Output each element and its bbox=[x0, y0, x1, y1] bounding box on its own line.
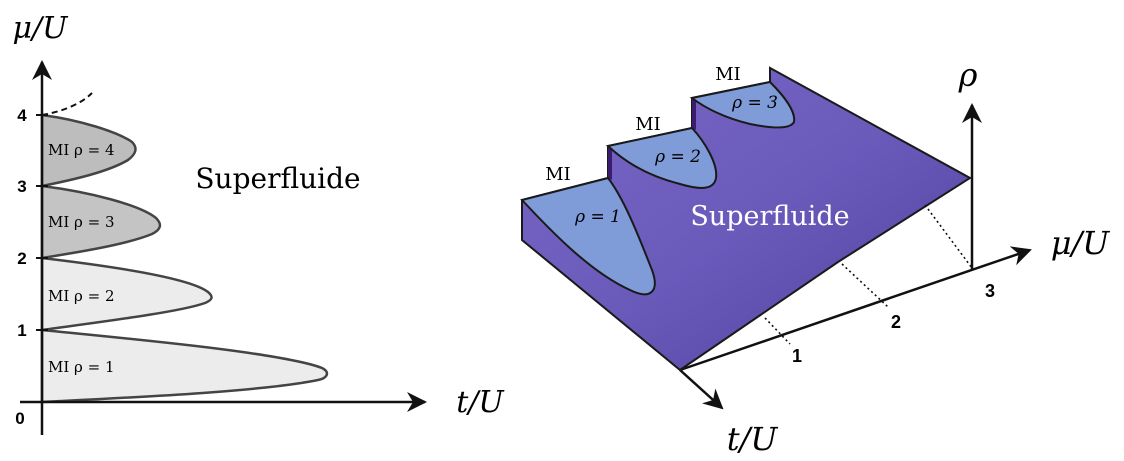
left-phase-diagram: 0 1 2 3 4 μ/U t/U MI ρ = 1 MI ρ = 2 MI ρ… bbox=[13, 11, 505, 435]
mu-tick-3: 3 bbox=[985, 281, 995, 301]
rho-label-2: ρ = 2 bbox=[654, 147, 701, 167]
mu-tick-1: 1 bbox=[792, 346, 802, 366]
mu-tick-2: 2 bbox=[891, 312, 901, 332]
right-superfluid-label: Superfluide bbox=[690, 201, 849, 232]
lobe-label-3: MI ρ = 3 bbox=[48, 213, 115, 231]
plateau-rho-1 bbox=[520, 176, 656, 296]
tick-label-4: 4 bbox=[17, 106, 27, 125]
t-axis-3d bbox=[679, 369, 724, 410]
mott-lobe-2 bbox=[40, 256, 213, 332]
mott-lobe-1 bbox=[40, 328, 329, 404]
mi-label-1: MI bbox=[545, 164, 571, 185]
rho-axis-label: ρ bbox=[958, 56, 978, 94]
left-x-axis-label: t/U bbox=[456, 385, 505, 420]
mu-tick-marks bbox=[36, 114, 48, 331]
lobe-label-1: MI ρ = 1 bbox=[48, 358, 115, 376]
rho-label-1: ρ = 1 bbox=[574, 207, 621, 227]
lobe-label-2: MI ρ = 2 bbox=[48, 287, 115, 305]
tick-label-2: 2 bbox=[17, 249, 26, 268]
t-axis-label-3d: t/U bbox=[727, 420, 779, 458]
left-y-axis-label: μ/U bbox=[13, 11, 70, 46]
projection-lines bbox=[764, 204, 973, 345]
right-3d-diagram: 1 2 3 ρ μ/U t/U MI ρ = 1 MI ρ = 2 MI ρ =… bbox=[520, 56, 1111, 458]
mott-lobe-3 bbox=[40, 184, 162, 260]
tick-label-3: 3 bbox=[17, 177, 26, 196]
step-wall-1 bbox=[608, 146, 612, 180]
plateau-rho-3 bbox=[689, 80, 796, 129]
rho-label-3: ρ = 3 bbox=[731, 93, 778, 113]
mi-label-3: MI bbox=[715, 64, 741, 85]
tick-label-1: 1 bbox=[17, 321, 26, 340]
mott-lobe-4 bbox=[40, 113, 137, 188]
step-wall-2 bbox=[692, 98, 696, 130]
left-superfluid-label: Superfluide bbox=[195, 162, 360, 195]
mi-label-2: MI bbox=[635, 114, 661, 135]
mu-axis-label-3d: μ/U bbox=[1051, 224, 1111, 262]
lobe-5-boundary-dashed bbox=[41, 92, 93, 116]
lobe-label-4: MI ρ = 4 bbox=[48, 141, 115, 159]
tick-label-0: 0 bbox=[15, 409, 24, 428]
plateau-rho-2 bbox=[605, 126, 718, 189]
